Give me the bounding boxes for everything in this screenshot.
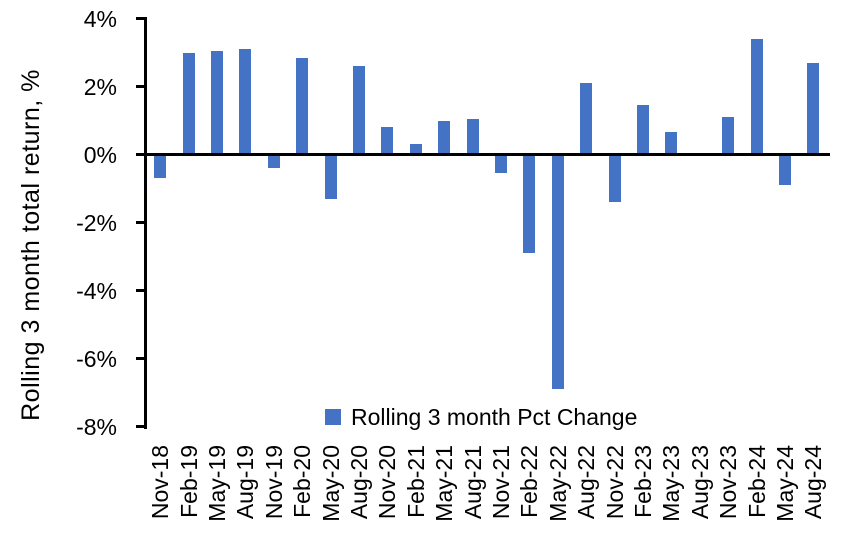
legend: Rolling 3 month Pct Change — [325, 404, 637, 430]
x-tick-label: Feb-22 — [516, 445, 543, 518]
y-tick-mark — [136, 153, 145, 156]
bar — [182, 52, 195, 155]
bar — [296, 57, 309, 155]
y-axis-line — [144, 17, 147, 429]
x-tick-label: May-22 — [544, 445, 571, 522]
x-tick-label: May-20 — [317, 445, 344, 522]
x-tick-label: May-19 — [204, 445, 230, 522]
y-tick-mark — [136, 221, 145, 224]
bar — [637, 105, 649, 155]
x-tick-label: Feb-21 — [402, 445, 429, 518]
bar — [608, 154, 621, 203]
x-tick-label: Nov-20 — [374, 445, 401, 520]
bar — [154, 154, 167, 179]
x-tick-label: Feb-20 — [289, 445, 316, 518]
x-tick-label: Aug-22 — [573, 445, 600, 520]
bar — [495, 154, 507, 174]
bar — [580, 83, 593, 155]
x-tick-label: May-23 — [658, 445, 685, 522]
x-tick-label: Nov-21 — [488, 445, 514, 520]
y-tick-label: 0% — [83, 141, 117, 168]
y-tick-mark — [136, 17, 145, 20]
x-tick-label: Feb-24 — [743, 445, 770, 518]
y-axis-title: Rolling 3 month total return, % — [17, 69, 45, 421]
bar — [466, 118, 479, 155]
zero-baseline — [144, 153, 830, 156]
x-tick-label: Nov-19 — [260, 445, 287, 520]
y-tick-label: 4% — [83, 5, 117, 32]
x-tick-label: Aug-24 — [800, 445, 827, 520]
bar — [438, 120, 451, 155]
y-tick-label: -4% — [76, 277, 117, 304]
x-tick-label: Aug-20 — [346, 445, 372, 520]
bar — [807, 62, 820, 155]
bar — [750, 38, 763, 155]
bar — [665, 132, 678, 155]
y-tick-mark — [136, 425, 145, 428]
x-tick-label: Aug-23 — [686, 445, 713, 520]
x-tick-label: Nov-23 — [715, 445, 742, 520]
y-tick-label: -6% — [76, 345, 117, 372]
bar — [779, 154, 791, 186]
y-tick-mark — [136, 289, 145, 292]
bar — [551, 154, 564, 390]
legend-swatch — [325, 409, 341, 425]
legend-label: Rolling 3 month Pct Change — [351, 403, 638, 430]
bar — [409, 144, 422, 155]
x-tick-label: May-21 — [431, 445, 458, 522]
y-tick-label: -8% — [76, 413, 117, 440]
x-tick-label: Nov-18 — [147, 445, 174, 520]
bar — [722, 117, 735, 155]
x-tick-label: Nov-22 — [601, 445, 628, 520]
y-tick-mark — [136, 85, 145, 88]
x-tick-label: Feb-23 — [630, 445, 656, 518]
bar — [381, 127, 394, 155]
bar — [353, 66, 365, 155]
bar — [523, 154, 536, 254]
y-tick-label: 2% — [83, 73, 117, 100]
bar — [211, 50, 223, 155]
y-tick-label: -2% — [76, 209, 117, 236]
x-tick-label: Aug-21 — [459, 445, 486, 520]
bar — [239, 49, 252, 155]
x-tick-label: Feb-19 — [175, 445, 202, 518]
bar — [324, 154, 337, 199]
x-tick-label: May-24 — [772, 445, 798, 522]
x-tick-label: Aug-19 — [232, 445, 259, 520]
y-tick-mark — [136, 357, 145, 360]
bar — [267, 154, 280, 169]
